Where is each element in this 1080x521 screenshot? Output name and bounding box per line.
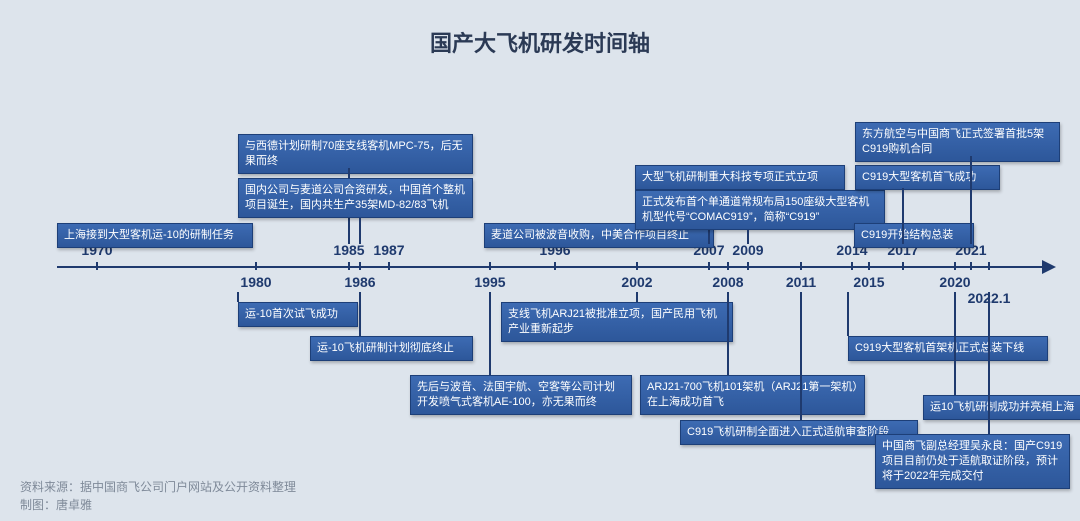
event-1986-top: 国内公司与麦道公司合资研发，中国首个整机项目诞生，国内共生产35架MD-82/8… bbox=[238, 178, 473, 218]
tick-2021 bbox=[970, 262, 972, 270]
tick-2008 bbox=[727, 262, 729, 270]
chart-title: 国产大飞机研发时间轴 bbox=[0, 26, 1080, 58]
year-label-1980: 1980 bbox=[240, 274, 271, 290]
tick-1987 bbox=[388, 262, 390, 270]
conn-2011-bot bbox=[800, 292, 802, 420]
tick-2014 bbox=[851, 262, 853, 270]
tick-1970 bbox=[96, 262, 98, 270]
tick-2022.1 bbox=[988, 262, 990, 270]
tick-1995 bbox=[489, 262, 491, 270]
conn-extra bbox=[902, 188, 904, 223]
conn-extra bbox=[970, 156, 972, 165]
tick-2011 bbox=[800, 262, 802, 270]
tick-2017 bbox=[902, 262, 904, 270]
axis-line bbox=[57, 266, 1042, 268]
conn-2022-bot bbox=[988, 292, 990, 434]
tick-2007 bbox=[708, 262, 710, 270]
conn-2015-bot bbox=[847, 292, 849, 336]
tick-2015 bbox=[868, 262, 870, 270]
year-label-1986: 1986 bbox=[344, 274, 375, 290]
year-label-1987: 1987 bbox=[373, 242, 404, 258]
conn-1986-bot bbox=[359, 292, 361, 336]
event-2021-top: 东方航空与中国商飞正式签署首批5架C919购机合同 bbox=[855, 122, 1060, 162]
year-label-1995: 1995 bbox=[474, 274, 505, 290]
event-2007-top: 大型飞机研制重大科技专项正式立项 bbox=[635, 165, 845, 190]
axis-arrow bbox=[1042, 260, 1056, 274]
event-2009-top: 正式发布首个单通道常规布局150座级大型客机机型代号“COMAC919”，简称“… bbox=[635, 190, 885, 230]
event-2015-bot: C919大型客机首架机正式总装下线 bbox=[848, 336, 1048, 361]
conn-2009-top bbox=[747, 230, 749, 244]
event-1995-bot: 先后与波音、法国宇航、空客等公司计划开发喷气式客机AE-100，亦无果而终 bbox=[410, 375, 632, 415]
tick-2020 bbox=[954, 262, 956, 270]
event-1986-bot: 运-10飞机研制计划彻底终止 bbox=[310, 336, 473, 361]
conn-1986-top bbox=[359, 218, 361, 244]
event-2002-bot: 支线飞机ARJ21被批准立项，国产民用飞机产业重新起步 bbox=[501, 302, 733, 342]
event-2022-bot: 中国商飞副总经理吴永良：国产C919项目目前仍处于适航取证阶段，预计将于2022… bbox=[875, 434, 1070, 489]
year-label-2020: 2020 bbox=[939, 274, 970, 290]
event-1985-top: 与西德计划研制70座支线客机MPC-75，后无果而终 bbox=[238, 134, 473, 174]
tick-1986 bbox=[359, 262, 361, 270]
tick-1980 bbox=[255, 262, 257, 270]
year-label-2011: 2011 bbox=[786, 274, 816, 290]
year-label-2008: 2008 bbox=[712, 274, 743, 290]
conn-2008-bot bbox=[727, 292, 729, 375]
tick-2009 bbox=[747, 262, 749, 270]
event-2008-bot: ARJ21-700飞机101架机（ARJ21第一架机）在上海成功首飞 bbox=[640, 375, 865, 415]
tick-2002 bbox=[636, 262, 638, 270]
conn-1995-bot bbox=[489, 292, 491, 375]
year-label-2009: 2009 bbox=[732, 242, 763, 258]
event-2014-top: C919开始结构总装 bbox=[854, 223, 974, 248]
timeline-diagram: 国产大飞机研发时间轴197019801985198619871995199620… bbox=[0, 0, 1080, 521]
year-label-1985: 1985 bbox=[333, 242, 364, 258]
conn-1980-bot bbox=[237, 292, 239, 302]
tick-1985 bbox=[348, 262, 350, 270]
year-label-2015: 2015 bbox=[853, 274, 884, 290]
conn-2020-bot bbox=[954, 292, 956, 395]
source-line-0: 资料来源：据中国商飞公司门户网站及公开资料整理 bbox=[20, 478, 296, 495]
event-2020-bot: 运10飞机研制成功并亮相上海 bbox=[923, 395, 1080, 420]
event-1980-bot: 运-10首次试飞成功 bbox=[238, 302, 358, 327]
event-2017-top: C919大型客机首飞成功 bbox=[855, 165, 1000, 190]
event-1970-top: 上海接到大型客机运-10的研制任务 bbox=[57, 223, 253, 248]
conn-2002-bot bbox=[636, 292, 638, 302]
year-label-2002: 2002 bbox=[621, 274, 652, 290]
source-line-1: 制图：唐卓雅 bbox=[20, 496, 92, 513]
conn-extra bbox=[348, 168, 350, 178]
tick-1996 bbox=[554, 262, 556, 270]
conn-2021-top bbox=[970, 162, 972, 244]
